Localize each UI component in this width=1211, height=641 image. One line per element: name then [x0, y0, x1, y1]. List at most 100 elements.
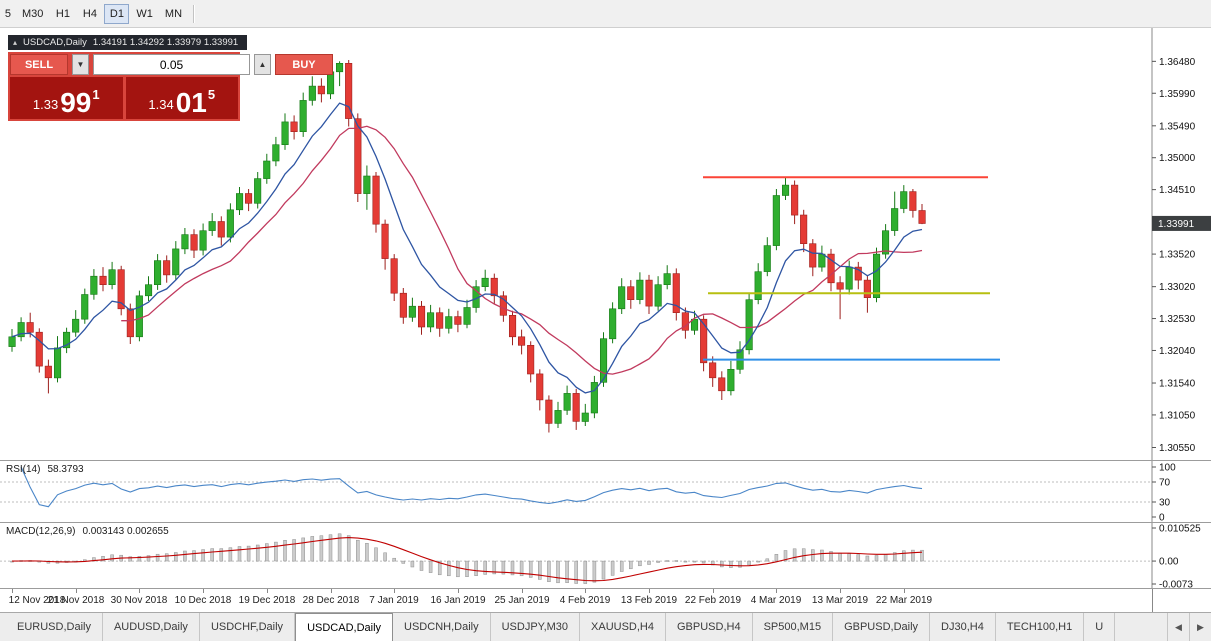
- price-chart-pane[interactable]: 1.36480 1.35990 1.35490 1.35000 1.34510 1.340…: [0, 28, 1211, 460]
- buy-price-prefix: 1.34: [148, 97, 174, 112]
- macd-axis-label: 0.00: [1159, 557, 1179, 568]
- candlestick-chart[interactable]: 1.36480 1.35990 1.35490 1.35000 1.34510 1.340…: [0, 28, 1211, 460]
- ma-slow-line: [121, 125, 923, 375]
- chart-tab-gbpusd-h4[interactable]: GBPUSD,H4: [666, 613, 753, 641]
- date-tick: [776, 589, 777, 593]
- date-tick: [458, 589, 459, 593]
- timeframe-button-mn[interactable]: MN: [160, 4, 187, 24]
- price-axis-label: 1.31540: [1159, 379, 1196, 390]
- date-label: 13 Mar 2019: [811, 595, 869, 606]
- chart-tab-bar: EURUSD,Daily AUDUSD,Daily USDCHF,Daily USDC…: [0, 612, 1211, 641]
- date-label: 4 Feb 2019: [559, 595, 611, 606]
- timeframe-button-h4[interactable]: H4: [77, 4, 102, 24]
- price-axis-label: 1.35990: [1159, 89, 1196, 100]
- rsi-label: RSI(14) 58.3793: [6, 464, 84, 475]
- ma-fast-line: [11, 102, 923, 394]
- chart-tab-tech100-h1[interactable]: TECH100,H1: [996, 613, 1085, 641]
- chart-tab-sp500-m15[interactable]: SP500,M15: [753, 613, 834, 641]
- date-label: 19 Dec 2018: [238, 595, 296, 606]
- buy-price-pipette: 5: [207, 87, 216, 102]
- chart-tab-eurusd-daily[interactable]: EURUSD,Daily: [6, 613, 103, 641]
- date-tick: [267, 589, 268, 593]
- current-price-tag: [1152, 215, 1211, 231]
- macd-axis-label: 0.010525: [1159, 524, 1201, 535]
- timeframe-button-d1[interactable]: D1: [104, 3, 130, 24]
- chart-ohlc-values: 1.34191 1.34292 1.33979 1.33991: [92, 37, 239, 48]
- toolbar-separator: [193, 4, 195, 23]
- macd-signal-line: [11, 537, 923, 582]
- date-label: 7 Jan 2019: [369, 595, 419, 606]
- chart-symbol-label: USDCAD,Daily: [23, 37, 87, 48]
- sell-button[interactable]: SELL: [10, 54, 68, 75]
- date-label: 13 Feb 2019: [620, 595, 678, 606]
- macd-histogram: [10, 533, 924, 584]
- rsi-name: RSI(14): [6, 464, 41, 475]
- macd-axis-label: -0.0073: [1159, 580, 1193, 590]
- rsi-axis-label: 30: [1159, 498, 1171, 509]
- date-tick: [203, 589, 204, 593]
- sell-price-button[interactable]: 1.33 99 1: [10, 77, 123, 119]
- timeframe-toolbar: 5 M30 H1 H4 D1 W1 MN: [0, 0, 1211, 28]
- timeframe-button-5[interactable]: 5: [1, 4, 15, 24]
- chart-tab-gbpusd-daily[interactable]: GBPUSD,Daily: [833, 613, 931, 641]
- rsi-axis-label: 100: [1159, 463, 1176, 474]
- tab-scroll-left-icon[interactable]: ◀: [1167, 613, 1189, 641]
- chart-title-bar: ▴ USDCAD,Daily 1.34191 1.34292 1.33979 1…: [8, 35, 248, 50]
- lot-stepper-icon[interactable]: ▲: [254, 54, 271, 75]
- buy-price-button[interactable]: 1.34 01 5: [125, 77, 238, 119]
- date-tick: [139, 589, 140, 593]
- chart-tab-dj30-h4[interactable]: DJ30,H4: [930, 613, 996, 641]
- sell-price-pipette: 1: [92, 87, 100, 102]
- timeframe-button-m30[interactable]: M30: [17, 4, 48, 24]
- chart-tab-audusd-daily[interactable]: AUDUSD,Daily: [103, 613, 200, 641]
- macd-values: 0.003143 0.002655: [82, 526, 169, 537]
- chart-tab-usdcad-daily[interactable]: USDCAD,Daily: [295, 613, 394, 641]
- chart-tab-usdchf-daily[interactable]: USDCHF,Daily: [200, 613, 296, 641]
- current-price-text: 1.33991: [1158, 219, 1195, 230]
- tab-scroll-right-icon[interactable]: ▶: [1189, 613, 1211, 641]
- buy-price-digits: 01: [175, 87, 207, 118]
- price-axis-label: 1.35000: [1159, 153, 1196, 164]
- macd-chart[interactable]: 0.010525 0.00 -0.0073: [0, 523, 1211, 589]
- chart-tab-usdjpy-m30[interactable]: USDJPY,M30: [491, 613, 581, 641]
- date-tick: [649, 589, 650, 593]
- timeframe-button-w1[interactable]: W1: [131, 4, 158, 24]
- lot-dropdown-icon[interactable]: ▼: [72, 54, 89, 75]
- date-tick: [12, 589, 13, 593]
- date-tick: [76, 589, 77, 593]
- chart-tab-xauusd-h4[interactable]: XAUUSD,H4: [580, 613, 666, 641]
- buy-button[interactable]: BUY: [275, 54, 333, 75]
- date-label: 12 Nov 2018: [8, 595, 66, 606]
- macd-name: MACD(12,26,9): [6, 526, 76, 537]
- date-tick: [522, 589, 523, 593]
- date-label: 21 Nov 2018: [47, 595, 105, 606]
- rsi-indicator-pane[interactable]: 100 70 30 0 RSI(14) 58.3793: [0, 460, 1211, 523]
- price-axis-label: 1.32040: [1159, 346, 1196, 357]
- rsi-axis-label: 70: [1159, 478, 1171, 489]
- sell-price-digits: 99: [60, 87, 92, 118]
- macd-indicator-pane[interactable]: 0.010525 0.00 -0.0073 MACD(12,26,9) 0.0031…: [0, 522, 1211, 589]
- lot-size-input[interactable]: [93, 54, 250, 75]
- date-tick: [840, 589, 841, 593]
- price-axis-label: 1.33020: [1159, 282, 1196, 293]
- axis-border: [1152, 589, 1153, 612]
- rsi-axis-label: 0: [1159, 513, 1165, 524]
- chart-tab-usdcnh-daily[interactable]: USDCNH,Daily: [393, 613, 491, 641]
- date-tick: [394, 589, 395, 593]
- date-label: 25 Jan 2019: [494, 595, 550, 606]
- timeframe-button-h1[interactable]: H1: [50, 4, 75, 24]
- date-axis[interactable]: 12 Nov 2018 21 Nov 2018 30 Nov 2018 10 Dec …: [0, 588, 1211, 612]
- rsi-value: 58.3793: [47, 464, 84, 475]
- tab-scroll-arrows: ◀ ▶: [1167, 613, 1211, 641]
- price-axis-label: 1.34510: [1159, 185, 1196, 196]
- rsi-chart[interactable]: 100 70 30 0: [0, 461, 1211, 523]
- date-label: 22 Mar 2019: [875, 595, 933, 606]
- chart-tab-u[interactable]: U: [1084, 613, 1116, 641]
- rsi-line: [20, 466, 923, 508]
- date-label: 22 Feb 2019: [684, 595, 742, 606]
- sell-price-prefix: 1.33: [32, 97, 59, 112]
- chart-window-icon: ▴: [13, 38, 18, 47]
- date-label: 10 Dec 2018: [174, 595, 232, 606]
- date-label: 30 Nov 2018: [110, 595, 168, 606]
